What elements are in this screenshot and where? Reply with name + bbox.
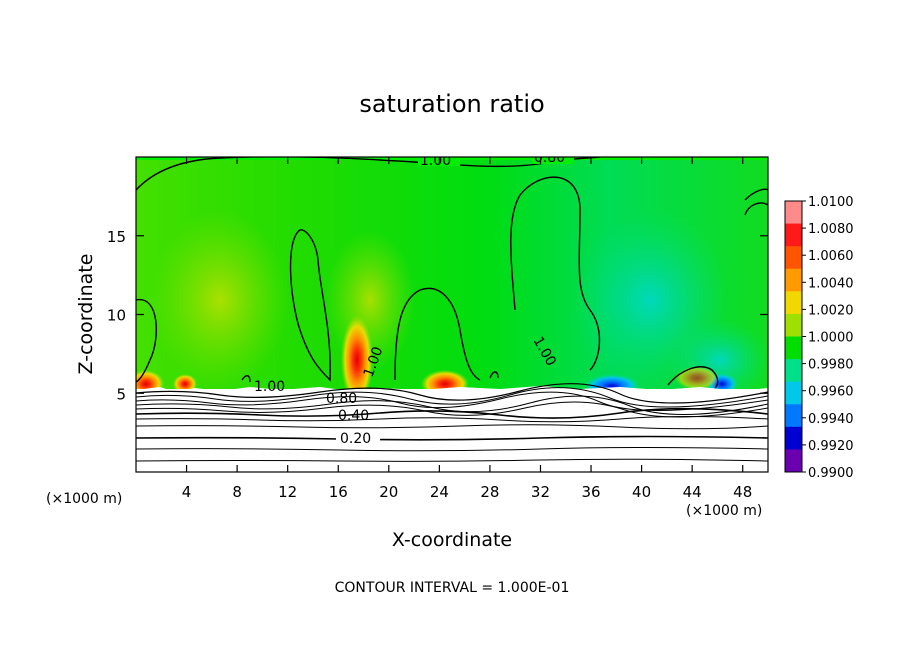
x-tick-label: 24 bbox=[430, 483, 449, 501]
x-tick-label: 16 bbox=[329, 483, 348, 501]
colorbar-label: 1.0060 bbox=[808, 249, 854, 264]
cold-spot bbox=[584, 374, 640, 389]
y-tick-label: 5 bbox=[116, 385, 126, 403]
colorbar-segment bbox=[785, 246, 802, 270]
colorbar-label: 1.0040 bbox=[808, 276, 854, 291]
x-tick-label: 20 bbox=[379, 483, 398, 501]
colorbar-segment bbox=[785, 336, 802, 360]
contour-label: 0.80 bbox=[534, 150, 565, 166]
colorbar-label: 1.0080 bbox=[808, 222, 854, 237]
warm-region bbox=[150, 210, 290, 389]
x-tick-label: 28 bbox=[480, 483, 499, 501]
contour-label: 1.00 bbox=[254, 379, 285, 395]
hot-spot bbox=[341, 315, 373, 389]
colorbar-label: 1.0100 bbox=[808, 195, 854, 210]
contour-label: 1.00 bbox=[420, 153, 451, 169]
contour-label: 0.80 bbox=[326, 391, 357, 407]
colorbar-label: 0.9960 bbox=[808, 385, 854, 400]
contour-label: 0.40 bbox=[338, 408, 369, 424]
x-tick-label: 40 bbox=[632, 483, 651, 501]
x-tick-label: 48 bbox=[733, 483, 752, 501]
warm-patch bbox=[675, 366, 719, 389]
colorbar: 1.0100 1.0080 1.0060 1.0040 1.0020 1.0000 0.99… bbox=[784, 195, 854, 481]
x-tick-label: 8 bbox=[232, 483, 242, 501]
y-axis: 5 10 15 bbox=[107, 228, 768, 403]
lower-contours bbox=[136, 383, 768, 462]
hot-spot bbox=[421, 370, 469, 389]
hot-spot bbox=[173, 374, 197, 389]
colorbar-segment bbox=[785, 426, 802, 450]
contour-label: 0.20 bbox=[340, 431, 371, 447]
x-tick-label: 36 bbox=[581, 483, 600, 501]
colorbar-segment bbox=[785, 223, 802, 247]
x-tick-label: 44 bbox=[683, 483, 702, 501]
y-axis-label: Z-coordinate bbox=[75, 254, 97, 375]
contour-interval-note: CONTOUR INTERVAL = 1.000E-01 bbox=[335, 580, 570, 596]
colorbar-label: 1.0000 bbox=[808, 331, 854, 346]
colorbar-label: 0.9980 bbox=[808, 358, 854, 373]
x-unit-right: (×1000 m) bbox=[686, 503, 762, 519]
colorbar-segment bbox=[785, 201, 802, 225]
colorbar-label: 1.0020 bbox=[808, 303, 854, 318]
y-tick-label: 15 bbox=[107, 228, 126, 246]
y-tick-label: 10 bbox=[107, 307, 126, 325]
colorbar-segment bbox=[785, 449, 802, 473]
x-tick-label: 4 bbox=[182, 483, 192, 501]
colorbar-segment bbox=[785, 268, 802, 292]
saturation-field: 1.00 0.80 1.00 1.00 1.00 0.80 0.40 0.20 bbox=[136, 150, 768, 472]
x-tick-label: 12 bbox=[278, 483, 297, 501]
colorbar-label: 0.9920 bbox=[808, 439, 854, 454]
cloud-contours bbox=[136, 157, 768, 389]
x-axis: 4 8 12 16 20 24 28 32 36 40 44 48 bbox=[182, 157, 752, 501]
colorbar-label: 0.9940 bbox=[808, 412, 854, 427]
colorbar-segment bbox=[785, 291, 802, 315]
x-unit-left: (×1000 m) bbox=[46, 491, 122, 507]
colorbar-label: 0.9900 bbox=[808, 466, 854, 481]
x-tick-label: 32 bbox=[531, 483, 550, 501]
colorbar-segment bbox=[785, 381, 802, 405]
colorbar-segment bbox=[785, 404, 802, 428]
colorbar-segment bbox=[785, 313, 802, 337]
x-axis-label: X-coordinate bbox=[392, 529, 512, 551]
chart-title: saturation ratio bbox=[359, 90, 544, 118]
colorbar-segment bbox=[785, 359, 802, 383]
